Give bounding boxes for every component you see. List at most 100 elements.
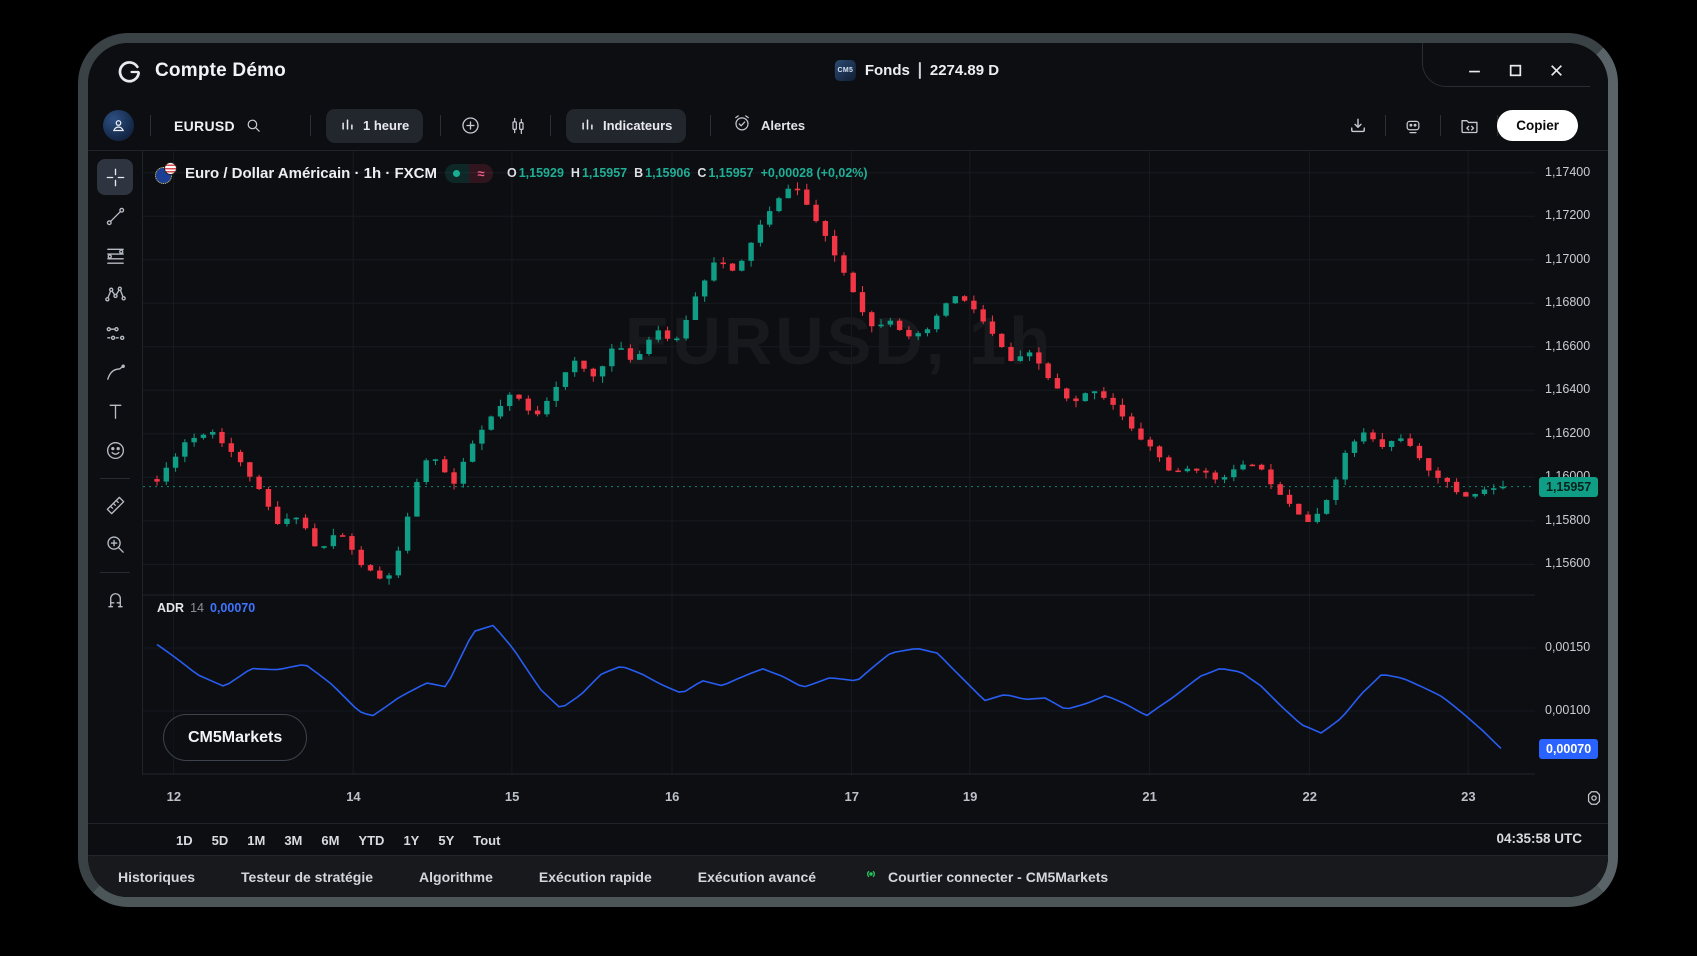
range-button-1y[interactable]: 1Y (403, 833, 419, 848)
account-title: Compte Démo (155, 60, 286, 82)
alerts-button[interactable]: Alertes (732, 100, 805, 151)
indicator-value: 0,00070 (210, 601, 255, 615)
range-button-6m[interactable]: 6M (321, 833, 339, 848)
add-symbol-button[interactable] (460, 100, 481, 151)
time-tick-label: 21 (1142, 789, 1156, 804)
indicator-tick-label: 0,00100 (1545, 703, 1590, 717)
cm5-badge-icon: CM5 (835, 60, 856, 81)
tool-emoji-icon[interactable] (97, 432, 133, 468)
maximize-button[interactable] (1508, 63, 1523, 78)
folder-code-button[interactable] (1459, 100, 1480, 151)
change-value: +0,00028 (+0,02%) (761, 166, 868, 180)
tool-zoom-in-icon[interactable] (97, 526, 133, 562)
tool-rail-divider (100, 478, 130, 479)
range-button-1d[interactable]: 1D (176, 833, 193, 848)
chart-region: EURUSD, 1h Euro / Dollar Américain · 1h … (88, 151, 1608, 775)
alarm-clock-icon (732, 113, 752, 138)
tool-projection-icon[interactable] (97, 315, 133, 351)
tool-ruler-icon[interactable] (97, 487, 133, 523)
indicators-button[interactable]: Indicateurs (566, 109, 686, 143)
tool-crosshair-icon[interactable] (97, 159, 133, 195)
window-controls (1467, 63, 1564, 78)
indicator-name: ADR (157, 601, 184, 615)
chart-legend: Euro / Dollar Américain · 1h · FXCM ≈ O1… (155, 162, 868, 184)
price-tick-label: 1,16800 (1545, 295, 1590, 309)
chart-plot-area[interactable]: EURUSD, 1h Euro / Dollar Américain · 1h … (143, 151, 1535, 775)
market-open-dot-icon (445, 164, 469, 183)
copy-button[interactable]: Copier (1497, 110, 1578, 141)
time-tick-label: 19 (963, 789, 977, 804)
indicators-label: Indicateurs (603, 118, 672, 133)
footer-tab-algorithme[interactable]: Algorithme (419, 869, 493, 885)
time-axis[interactable]: 121415161719212223 (88, 775, 1608, 823)
chart-toolbar: EURUSD 1 heure (88, 100, 1608, 151)
title-bar: Compte Démo CM5 Fonds 2274.89 D (88, 43, 1608, 100)
tool-rail-divider (100, 572, 130, 573)
toolbar-separator (550, 115, 551, 136)
price-tick-label: 1,16200 (1545, 426, 1590, 440)
indicator-length: 14 (190, 601, 204, 615)
app-logo-icon (117, 59, 142, 84)
indicator-value-badge: 0,00070 (1539, 739, 1598, 759)
price-axis[interactable]: 1,174001,172001,170001,168001,166001,164… (1535, 151, 1608, 775)
range-button-ytd[interactable]: YTD (358, 833, 384, 848)
time-tick-label: 16 (665, 789, 679, 804)
tool-magnet-icon[interactable] (97, 581, 133, 617)
symbol-search-button[interactable]: EURUSD (174, 100, 262, 151)
desktop-background: Compte Démo CM5 Fonds 2274.89 D (0, 0, 1697, 956)
footer-tab-ex-cution-rapide[interactable]: Exécution rapide (539, 869, 652, 885)
range-button-tout[interactable]: Tout (473, 833, 500, 848)
toolbar-separator (310, 115, 311, 136)
broker-status[interactable]: Courtier connecter - CM5Markets (862, 865, 1108, 888)
time-tick-label: 17 (845, 789, 859, 804)
tool-xabcd-pattern-icon[interactable] (97, 276, 133, 312)
range-button-3m[interactable]: 3M (284, 833, 302, 848)
last-price-badge: 1,15957 (1539, 477, 1598, 497)
bars-icon (340, 117, 355, 135)
drawing-tool-rail (88, 151, 143, 775)
bot-button[interactable] (1403, 100, 1423, 151)
tool-text-icon[interactable] (97, 393, 133, 429)
funds-divider (919, 62, 921, 79)
legend-title[interactable]: Euro / Dollar Américain · 1h · FXCM (185, 165, 437, 182)
funds-label: Fonds (865, 62, 910, 79)
app-window-frame: Compte Démo CM5 Fonds 2274.89 D (78, 33, 1618, 907)
candle-style-button[interactable] (508, 100, 528, 151)
bars-icon (580, 117, 595, 135)
footer-tab-ex-cution-avanc-[interactable]: Exécution avancé (698, 869, 816, 885)
broker-logo-pill: CM5Markets (163, 714, 307, 761)
tool-fib-lines-icon[interactable] (97, 237, 133, 273)
low-value: 1,15906 (645, 166, 690, 180)
axis-settings-gear-icon[interactable] (1584, 788, 1604, 808)
toolbar-separator (710, 115, 711, 136)
footer-tab-testeur-de-strat-gie[interactable]: Testeur de stratégie (241, 869, 373, 885)
time-tick-label: 15 (505, 789, 519, 804)
range-button-5y[interactable]: 5Y (438, 833, 454, 848)
range-button-1m[interactable]: 1M (247, 833, 265, 848)
trading-app: Compte Démo CM5 Fonds 2274.89 D (88, 43, 1608, 897)
time-tick-label: 14 (346, 789, 360, 804)
utc-clock[interactable]: 04:35:58 UTC (1496, 831, 1582, 846)
tool-brush-icon[interactable] (97, 354, 133, 390)
interval-button[interactable]: 1 heure (326, 109, 423, 143)
indicator-tick-label: 0,00150 (1545, 640, 1590, 654)
market-status-pill[interactable]: ≈ (445, 164, 493, 183)
user-account-button[interactable] (103, 110, 134, 141)
broker-status-label: Courtier connecter - CM5Markets (888, 869, 1108, 885)
minimize-button[interactable] (1467, 63, 1482, 78)
footer-bar: Historiques Testeur de stratégie Algorithm… (88, 855, 1608, 897)
close-value: 1,15957 (708, 166, 753, 180)
range-button-5d[interactable]: 5D (212, 833, 229, 848)
footer-tab-historiques[interactable]: Historiques (118, 869, 195, 885)
symbol-label: EURUSD (174, 118, 235, 134)
indicator-legend[interactable]: ADR 14 0,00070 (157, 601, 255, 615)
price-tick-label: 1,15800 (1545, 513, 1590, 527)
time-tick-label: 23 (1461, 789, 1475, 804)
tool-trend-line-icon[interactable] (97, 198, 133, 234)
price-tick-label: 1,17400 (1545, 165, 1590, 179)
download-button[interactable] (1348, 100, 1368, 151)
close-button[interactable] (1549, 63, 1564, 78)
range-buttons: 1D 5D 1M 3M 6M YTD 1Y 5Y Tout (176, 824, 500, 856)
ohlc-values: O1,15929 H1,15957 B1,15906 C1,15957 +0,0… (507, 166, 868, 180)
range-toolbar: 1D 5D 1M 3M 6M YTD 1Y 5Y Tout 04:35:58 UTC (88, 823, 1608, 855)
